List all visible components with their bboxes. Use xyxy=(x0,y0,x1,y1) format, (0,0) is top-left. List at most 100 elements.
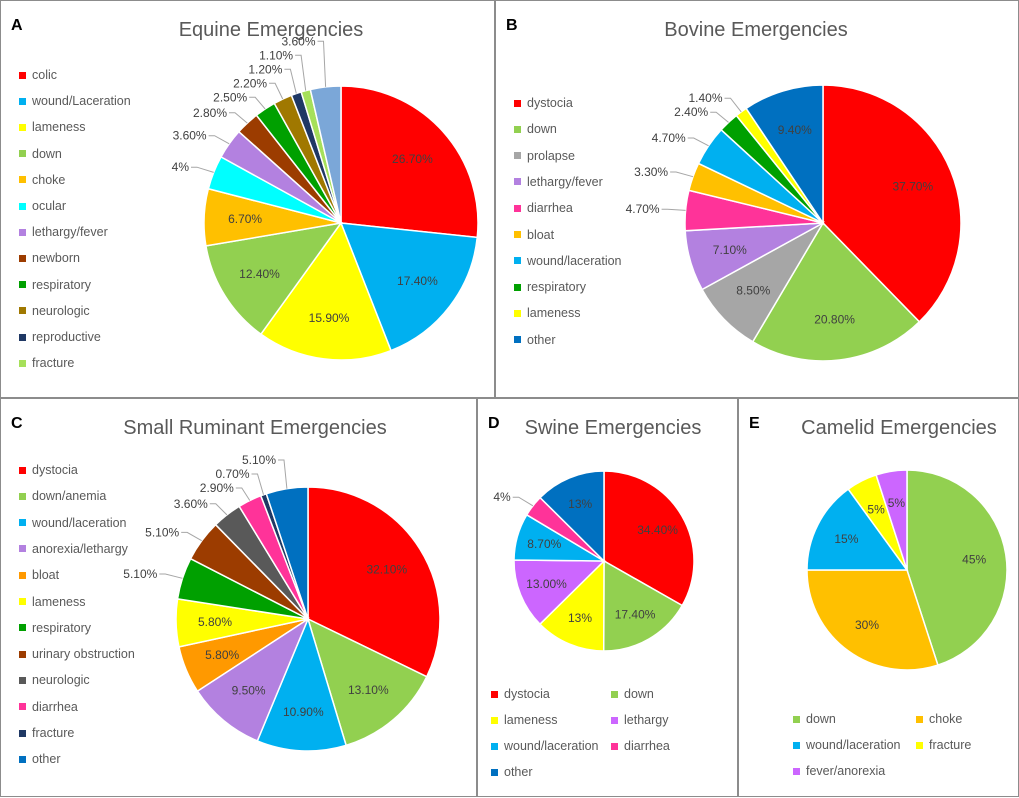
legend-swatch xyxy=(514,309,521,317)
leader-line xyxy=(181,531,202,542)
legend-swatch xyxy=(19,307,26,315)
legend-label: diarrhea xyxy=(32,699,78,714)
data-label: 2.20% xyxy=(233,76,267,90)
pie-slice-dystocia xyxy=(307,486,441,678)
legend-label: wound/laceration xyxy=(504,739,599,753)
data-label: 13.10% xyxy=(348,683,389,697)
legend-item-diarrhea: diarrhea xyxy=(19,700,78,714)
legend-label: bloat xyxy=(527,227,555,242)
legend-label: urinary obstruction xyxy=(32,647,135,662)
legend-swatch xyxy=(611,690,618,698)
legend-item-dystocia: dystocia xyxy=(514,96,573,110)
legend-swatch xyxy=(19,519,26,527)
legend-item-lethargy-fever: lethargy/fever xyxy=(19,225,108,239)
data-label: 0.70% xyxy=(215,467,249,481)
legend-label: lethargy xyxy=(624,713,669,727)
leader-line xyxy=(295,54,307,91)
data-label: 3.60% xyxy=(281,34,315,48)
legend-label: fracture xyxy=(929,738,972,752)
data-label: 5.10% xyxy=(145,525,179,539)
data-label: 15% xyxy=(834,532,858,546)
legend-item-fracture: fracture xyxy=(19,726,74,740)
data-label: 5.10% xyxy=(123,567,157,581)
legend-item-wound-laceration: wound/laceration xyxy=(19,516,127,530)
legend-swatch xyxy=(491,716,498,724)
data-label: 26.70% xyxy=(392,152,433,166)
legend-item-down: down xyxy=(19,147,62,161)
legend-swatch xyxy=(916,741,923,749)
pie-slice-dystocia xyxy=(603,470,695,607)
legend-item-dystocia: dystocia xyxy=(19,463,78,477)
leader-line xyxy=(229,112,248,124)
data-label: 5.10% xyxy=(242,453,276,467)
data-label: 9.40% xyxy=(778,123,812,137)
legend-item-neurologic: neurologic xyxy=(19,673,90,687)
pie-slice-down xyxy=(205,221,343,336)
legend-label: wound/Laceration xyxy=(32,94,131,109)
data-label: 8.50% xyxy=(736,284,770,298)
legend-item-fracture: fracture xyxy=(916,738,971,752)
panel-label: D xyxy=(488,415,500,432)
data-label: 4.70% xyxy=(626,202,660,216)
legend-item-down-anemia: down/anemia xyxy=(19,489,106,503)
legend-label: other xyxy=(32,752,61,767)
legend-swatch xyxy=(611,716,618,724)
leader-line xyxy=(269,82,284,100)
data-label: 2.80% xyxy=(193,106,227,120)
legend-swatch xyxy=(514,231,521,238)
legend-swatch xyxy=(491,742,498,750)
legend-label: reproductive xyxy=(32,330,101,344)
legend-label: lameness xyxy=(32,120,86,135)
legend-swatch xyxy=(514,336,521,344)
data-label: 13% xyxy=(568,497,592,511)
legend-swatch xyxy=(793,741,800,749)
panel-label: B xyxy=(506,17,518,34)
legend-label: other xyxy=(527,332,556,347)
legend-item-down: down xyxy=(514,122,557,136)
legend-label: diarrhea xyxy=(527,201,573,216)
data-label: 2.50% xyxy=(213,90,247,104)
data-label: 6.70% xyxy=(228,212,262,226)
legend-swatch xyxy=(19,123,26,131)
data-label: 12.40% xyxy=(239,267,280,281)
legend-label: diarrhea xyxy=(624,739,670,753)
pie-slice-wound-laceration xyxy=(806,488,909,571)
legend-label: neurologic xyxy=(32,673,90,688)
data-label: 5.80% xyxy=(205,648,239,662)
legend-item-anorexia-lethargy: anorexia/lethargy xyxy=(19,542,128,556)
data-label: 4.70% xyxy=(652,131,686,145)
data-label: 3.60% xyxy=(174,497,208,511)
legend-item-prolapse: prolapse xyxy=(514,149,575,163)
legend-item-neurologic: neurologic xyxy=(19,304,90,318)
legend-label: fracture xyxy=(32,726,75,740)
legend-item-wound-laceration: wound/laceration xyxy=(491,739,599,753)
legend-item-dystocia: dystocia xyxy=(491,687,550,701)
legend-swatch xyxy=(514,178,521,186)
leader-line xyxy=(710,111,729,123)
legend-swatch xyxy=(793,715,800,723)
leader-line xyxy=(687,137,709,147)
panel-bovine: B Bovine Emergencies dystocia down prolaps… xyxy=(495,0,1019,398)
pie-slice-down xyxy=(906,469,1008,667)
pie-slice-other xyxy=(265,486,309,620)
legend-swatch xyxy=(19,254,26,262)
panel-label: C xyxy=(11,415,23,432)
legend-item-respiratory: respiratory xyxy=(19,621,91,635)
legend-swatch xyxy=(19,571,26,579)
legend-label: down/anemia xyxy=(32,489,107,504)
legend-label: lethargy/fever xyxy=(527,174,603,189)
chart-title: Small Ruminant Emergencies xyxy=(123,417,387,439)
pie-chart-swine: 34.40% 17.40% 13% 13.00% 8.70% 13% 4% xyxy=(493,470,695,652)
legend-item-wound-laceration: wound/laceration xyxy=(514,254,622,268)
legend-item-diarrhea: diarrhea xyxy=(611,739,670,753)
legend-item-lameness: lameness xyxy=(514,306,581,320)
data-label: 4% xyxy=(493,490,511,504)
data-label: 34.40% xyxy=(637,523,678,537)
legend-item-fever-anorexia: fever/anorexia xyxy=(793,764,885,778)
legend-label: respiratory xyxy=(32,620,92,635)
data-label: 15.90% xyxy=(309,311,350,325)
data-label: 5% xyxy=(867,502,885,516)
pie-slice-anorexia-lethargy xyxy=(196,617,310,742)
legend-item-respiratory: respiratory xyxy=(19,278,91,292)
legend-item-other: other xyxy=(514,333,556,347)
